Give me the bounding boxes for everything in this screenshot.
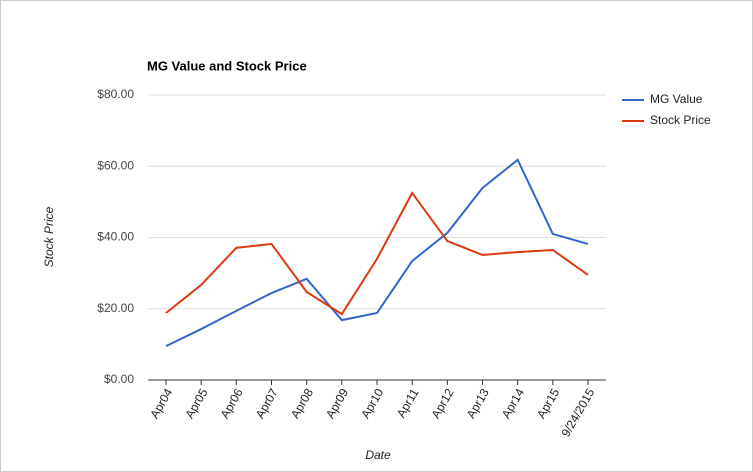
y-tick-label: $60.00 — [97, 158, 134, 172]
x-axis-title: Date — [365, 448, 391, 462]
y-axis-title: Stock Price — [42, 206, 56, 267]
y-tick-label: $40.00 — [97, 230, 134, 244]
series-line — [165, 158, 589, 348]
legend-label: MG Value — [650, 92, 703, 106]
legend-label: Stock Price — [650, 113, 711, 127]
y-tick-label: $80.00 — [97, 87, 134, 101]
series-line — [165, 191, 589, 316]
y-tick-label: $20.00 — [97, 301, 134, 315]
y-tick-label: $0.00 — [104, 372, 134, 386]
chart-title: MG Value and Stock Price — [147, 58, 307, 73]
